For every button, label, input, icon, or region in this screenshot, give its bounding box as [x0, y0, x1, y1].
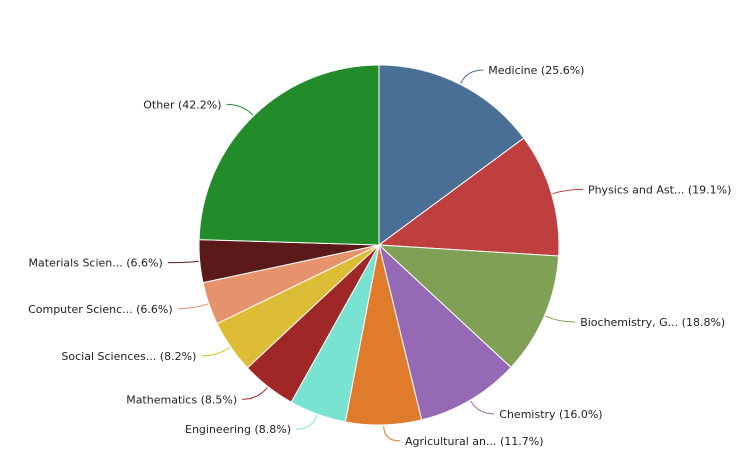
- pie-slice-3: [378, 244, 512, 421]
- leader-line-6: [242, 387, 268, 400]
- leader-lines: [167, 69, 583, 442]
- leader-line-4: [383, 425, 401, 442]
- pie-slices: [198, 64, 560, 426]
- slice-label-8: Computer Scienc... (6.6%): [28, 303, 173, 316]
- leader-line-2: [545, 315, 576, 323]
- leader-line-0: [460, 69, 484, 84]
- slice-label-9: Materials Scien... (6.6%): [29, 257, 163, 270]
- slice-label-3: Chemistry (16.0%): [499, 408, 602, 421]
- slice-label-0: Medicine (25.6%): [488, 64, 584, 77]
- leader-line-8: [177, 303, 209, 310]
- leader-line-7: [201, 347, 231, 357]
- pie-slice-0: [378, 64, 525, 246]
- leader-line-5: [296, 414, 318, 430]
- leader-line-9: [167, 260, 199, 264]
- leader-line-10: [226, 103, 254, 116]
- pie-slice-10: [198, 64, 380, 246]
- slice-label-4: Agricultural an... (11.7%): [405, 435, 544, 448]
- slice-labels: Medicine (25.6%) Physics and Ast... (19.1…: [28, 64, 731, 448]
- slice-label-1: Physics and Ast... (19.1%): [588, 183, 731, 196]
- leader-line-3: [470, 400, 495, 415]
- pie-slice-2: [378, 244, 560, 368]
- slice-label-5: Engineering (8.8%): [185, 423, 291, 436]
- slice-label-2: Biochemistry, G... (18.8%): [580, 316, 725, 329]
- leader-line-1: [552, 188, 583, 195]
- pie-slice-1: [378, 137, 560, 257]
- slice-label-10: Other (42.2%): [143, 98, 221, 111]
- slice-label-6: Mathematics (8.5%): [126, 393, 237, 406]
- slice-label-7: Social Sciences... (8.2%): [61, 350, 196, 363]
